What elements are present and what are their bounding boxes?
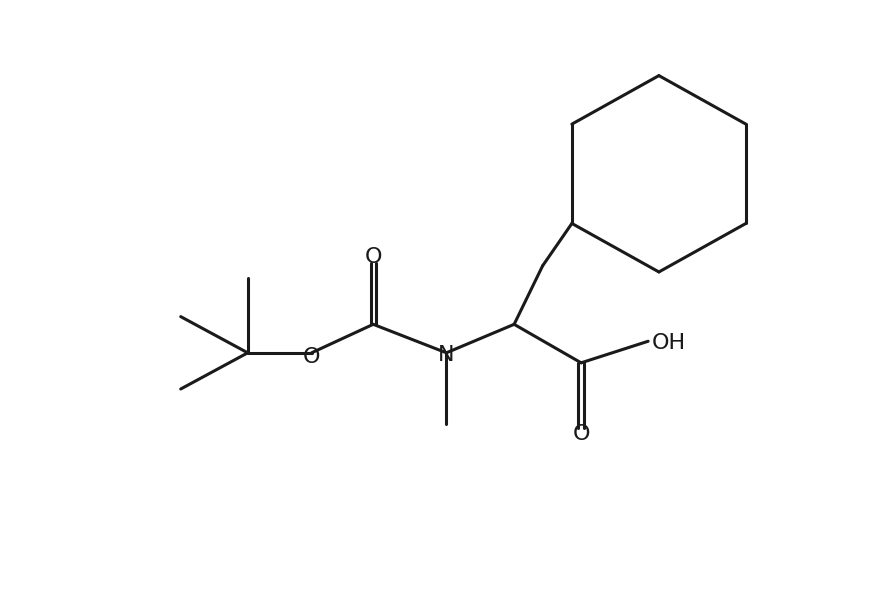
Text: OH: OH xyxy=(652,333,686,353)
Text: O: O xyxy=(572,423,590,444)
Text: O: O xyxy=(303,347,321,367)
Text: O: O xyxy=(364,246,382,267)
Text: N: N xyxy=(438,345,455,365)
